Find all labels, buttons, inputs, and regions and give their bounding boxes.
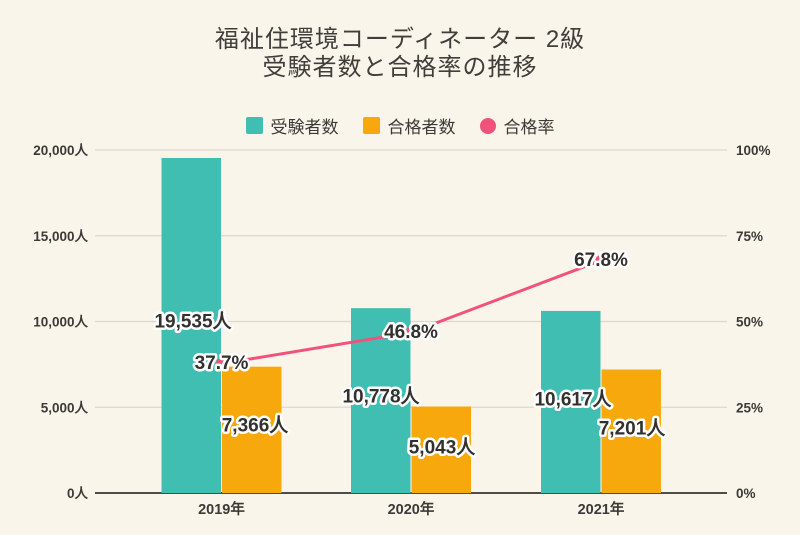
chart-title: 福祉住環境コーディネーター 2級 受験者数と合格率の推移 bbox=[0, 26, 800, 82]
legend: 受験者数 合格者数 合格率 bbox=[0, 113, 800, 138]
legend-item-passers: 合格者数 bbox=[362, 113, 456, 138]
bar-passers bbox=[601, 369, 661, 493]
chart-title-line1: 福祉住環境コーディネーター 2級 bbox=[214, 26, 586, 53]
passers-swatch-icon bbox=[362, 117, 380, 134]
legend-item-rate: 合格率 bbox=[479, 113, 555, 138]
left-axis-tick: 0人 bbox=[67, 486, 89, 501]
right-axis-tick: 50% bbox=[736, 315, 763, 330]
bar-examinees bbox=[541, 310, 601, 493]
x-axis-label: 2021年 bbox=[578, 500, 625, 518]
legend-label-rate: 合格率 bbox=[503, 118, 555, 137]
x-axis-label: 2019年 bbox=[198, 500, 245, 518]
rate-dot-icon bbox=[479, 117, 496, 134]
rate-point bbox=[595, 254, 607, 266]
data-label-examinees: 10,778人 bbox=[342, 386, 420, 408]
data-label-passers: 5,043人 bbox=[409, 437, 477, 459]
data-label-rate: 67.8% bbox=[574, 250, 628, 271]
left-axis-tick: 15,000人 bbox=[33, 229, 88, 244]
bar-examinees bbox=[161, 157, 221, 494]
legend-label-passers: 合格者数 bbox=[387, 118, 456, 137]
legend-item-examinees: 受験者数 bbox=[245, 113, 339, 138]
rate-point bbox=[216, 358, 227, 370]
left-axis-tick: 10,000人 bbox=[33, 315, 88, 330]
left-axis-tick: 5,000人 bbox=[41, 400, 89, 415]
data-label-examinees: 19,535人 bbox=[154, 311, 232, 333]
x-axis-label: 2020年 bbox=[388, 500, 435, 518]
right-axis-tick: 25% bbox=[736, 400, 763, 415]
data-label-rate: 46.8% bbox=[384, 322, 438, 343]
bar-passers bbox=[222, 366, 282, 493]
left-axis-tick: 20,000人 bbox=[33, 143, 88, 158]
chart-title-line2: 受験者数と合格率の推移 bbox=[262, 54, 538, 81]
legend-label-examinees: 受験者数 bbox=[270, 118, 339, 137]
examinees-swatch-icon bbox=[245, 117, 263, 134]
right-axis-tick: 100% bbox=[736, 143, 771, 158]
data-label-passers: 7,201人 bbox=[599, 418, 667, 440]
bar-passers bbox=[411, 406, 471, 493]
data-label-examinees: 10,617人 bbox=[534, 389, 612, 411]
data-label-rate: 37.7% bbox=[195, 353, 249, 374]
right-axis-tick: 75% bbox=[736, 229, 763, 244]
data-label-passers: 7,366人 bbox=[222, 415, 290, 437]
rate-point bbox=[405, 326, 417, 338]
right-axis-tick: 0% bbox=[736, 486, 756, 501]
